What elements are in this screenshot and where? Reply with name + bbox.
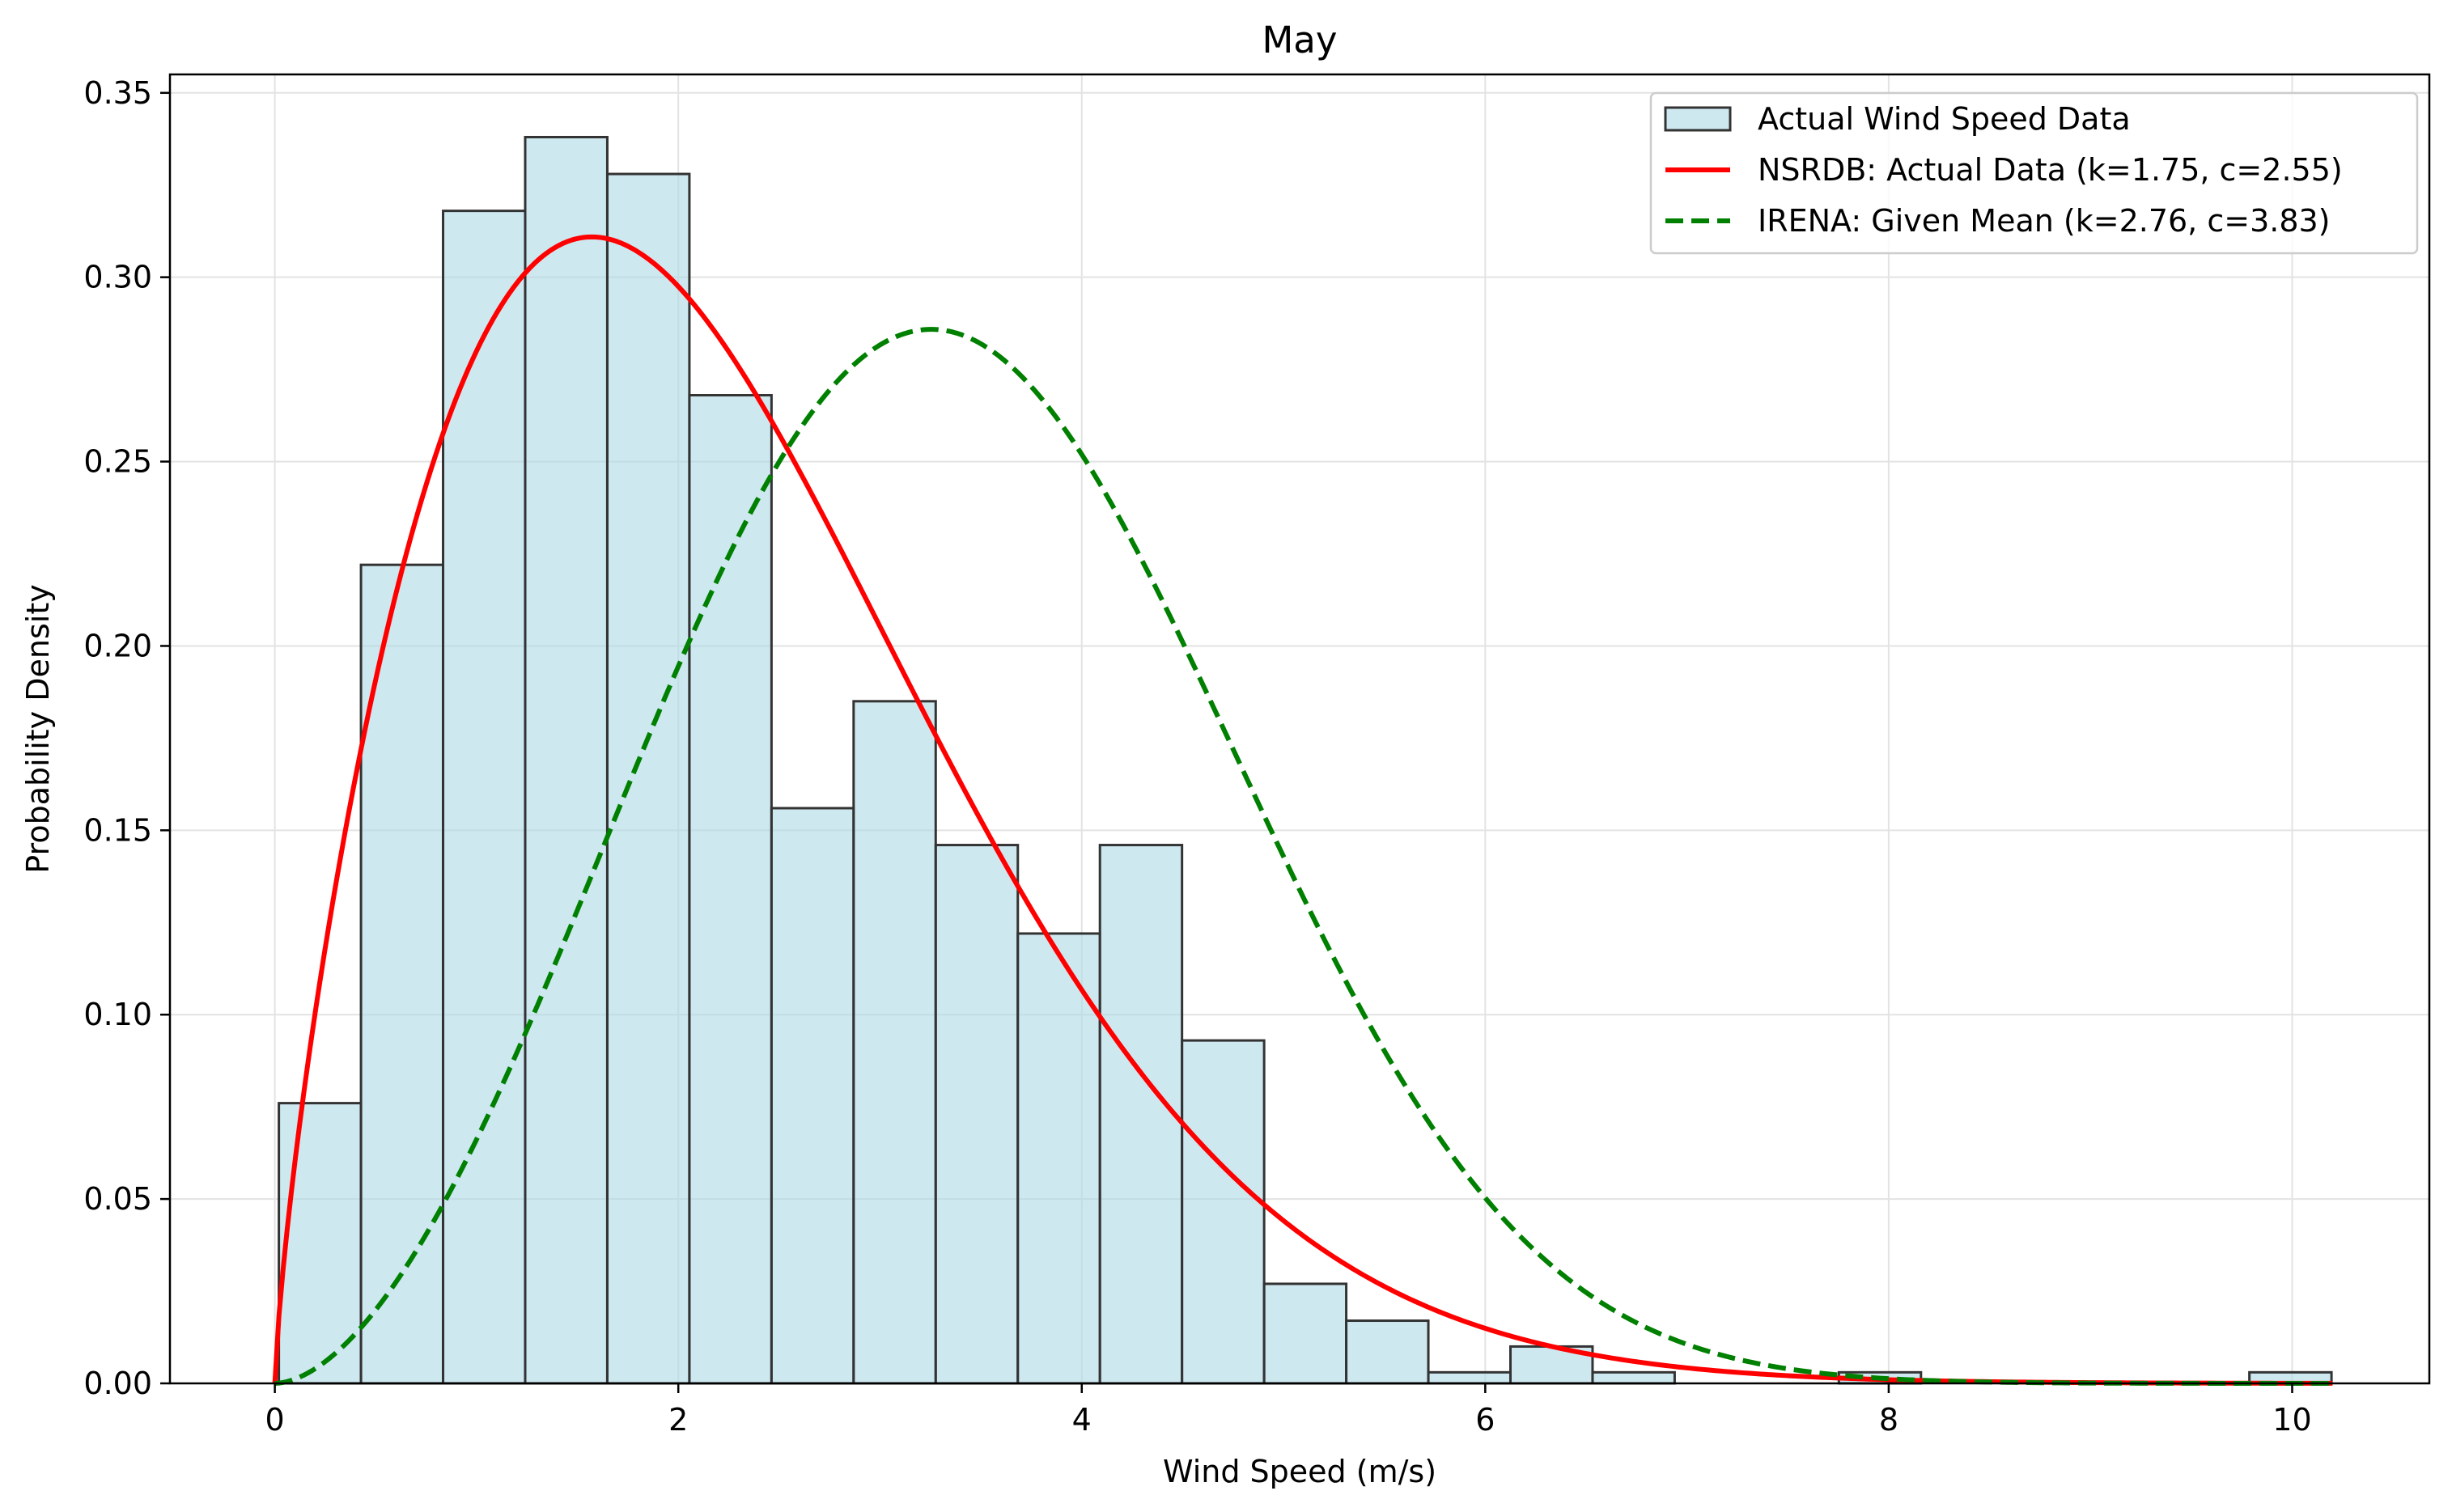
legend-box	[1649, 91, 2419, 255]
histogram-bar	[852, 700, 937, 1385]
y-tick-label: 0.15	[83, 812, 152, 848]
histogram-bars	[278, 135, 2333, 1385]
y-axis-label: Probability Density	[20, 584, 56, 873]
histogram-bar	[1427, 1370, 1512, 1385]
histogram-bar	[1181, 1039, 1266, 1385]
x-tick-label: 10	[2272, 1402, 2311, 1438]
y-tick-label: 0.00	[83, 1366, 152, 1401]
x-tick-label: 0	[265, 1402, 285, 1438]
fit-curves	[272, 234, 2333, 1386]
histogram-bar	[770, 807, 855, 1385]
irena-curve	[274, 327, 2333, 1386]
x-tick-label: 4	[1072, 1402, 1092, 1438]
x-axis-label: Wind Speed (m/s)	[1163, 1454, 1436, 1489]
x-tick-label: 2	[668, 1402, 688, 1438]
legend-swatch-histogram	[1664, 106, 1732, 132]
histogram-bar	[1591, 1370, 1676, 1385]
legend: Actual Wind Speed Data NSRDB: Actual Dat…	[1649, 91, 2419, 255]
axes-frame	[168, 73, 2431, 1385]
y-tick-label: 0.35	[83, 75, 152, 111]
histogram-bar	[605, 172, 691, 1385]
histogram-bar	[1098, 844, 1184, 1385]
y-tick-label: 0.25	[83, 444, 152, 480]
histogram-bar	[1262, 1282, 1348, 1385]
y-tick-label: 0.10	[83, 997, 152, 1032]
legend-label-irena: IRENA: Given Mean (k=2.76, c=3.83)	[1758, 203, 2331, 239]
histogram-bar	[524, 135, 609, 1385]
axis-ticks: 0 2 4 6 8 10 0.00 0.05 0.10 0.15 0.20 0.25 0.30 0.35	[83, 75, 2311, 1438]
y-tick-label: 0.30	[83, 260, 152, 295]
histogram-bar	[688, 394, 773, 1385]
x-tick-label: 6	[1475, 1402, 1495, 1438]
y-tick-label: 0.20	[83, 628, 152, 663]
y-tick-label: 0.05	[83, 1181, 152, 1217]
histogram-bar	[934, 844, 1020, 1385]
histogram-bar	[442, 210, 527, 1385]
histogram-bar	[278, 1102, 363, 1385]
legend-label-nsrdb: NSRDB: Actual Data (k=1.75, c=2.55)	[1758, 152, 2343, 188]
histogram-bar	[1345, 1319, 1430, 1385]
chart-title: May	[1262, 19, 1337, 61]
legend-label-histogram: Actual Wind Speed Data	[1758, 101, 2131, 137]
x-tick-label: 8	[1879, 1402, 1898, 1438]
histogram-bar	[359, 563, 445, 1385]
